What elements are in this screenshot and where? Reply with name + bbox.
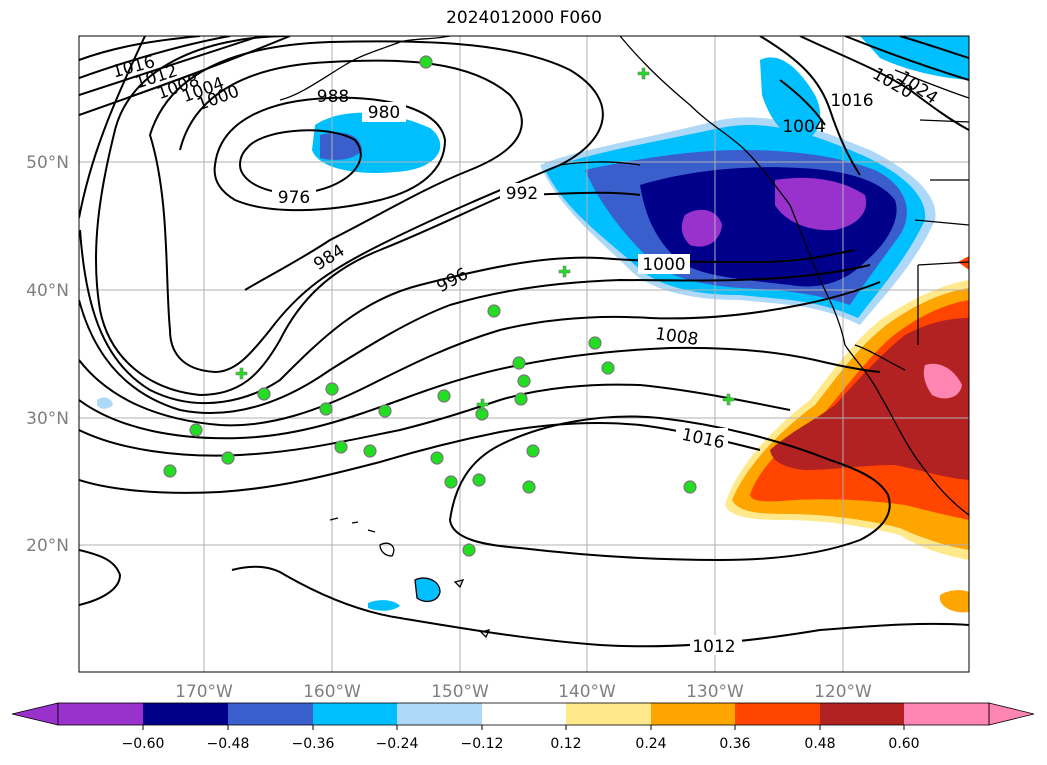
colorbar-tick-label: 0.36 [719, 736, 750, 752]
station-marker [378, 404, 392, 418]
colorbar-tick-label: −0.12 [461, 736, 504, 752]
colorbar-swatch [58, 703, 143, 725]
lat-label-30n: 30°N [26, 409, 69, 429]
station-marker [437, 389, 451, 403]
isobar-label-976: 976 [278, 188, 310, 208]
station-marker [334, 440, 348, 454]
station-marker [419, 55, 433, 69]
station-marker [588, 336, 602, 350]
colorbar-swatch [482, 703, 566, 725]
lon-label-120w: 120°W [814, 682, 872, 702]
colorbar-outline [57, 702, 990, 726]
anomaly-pink-sw [923, 363, 962, 399]
station-marker [257, 387, 271, 401]
colorbar-swatch [566, 703, 651, 725]
lat-label-20n: 20°N [26, 536, 69, 556]
anomaly-orange-se [940, 590, 969, 613]
map-background [79, 36, 969, 672]
station-marker [363, 444, 377, 458]
colorbar-tick-label: 0.48 [804, 736, 835, 752]
colorbar-swatch [397, 703, 482, 725]
colorbar-extend-low [11, 702, 59, 726]
station-marker [462, 543, 476, 557]
colorbar-tick-label: 0.24 [635, 736, 666, 752]
station-marker [514, 392, 528, 406]
station-plus-marker [558, 265, 571, 278]
colorbar-swatch [820, 703, 904, 725]
colorbar-swatch [904, 703, 989, 725]
station-marker [512, 356, 526, 370]
colorbar-tick-label: 0.60 [888, 736, 919, 752]
isobar-label-992: 992 [506, 184, 538, 204]
colorbar-tick-label: −0.24 [376, 736, 419, 752]
colorbar: −0.60 −0.48 −0.36 −0.24 −0.12 0.12 0.24 … [11, 702, 1035, 752]
colorbar-swatch [228, 703, 313, 725]
lat-label-50n: 50°N [26, 153, 69, 173]
colorbar-swatch [143, 703, 228, 725]
station-marker [487, 304, 501, 318]
isobar-label-980: 980 [368, 103, 400, 123]
isobar-label-1012: 1012 [692, 637, 735, 657]
lon-label-170w: 170°W [175, 682, 233, 702]
anomaly-blue-hawaii-2 [368, 600, 400, 611]
station-markers [163, 55, 735, 557]
colorbar-swatch [735, 703, 820, 725]
station-plus-marker [235, 367, 248, 380]
anomaly-blue-hawaii-1 [415, 578, 440, 602]
isobar-label-1004: 1004 [782, 117, 825, 137]
colorbar-extend-high [988, 702, 1035, 726]
lon-label-140w: 140°W [558, 682, 616, 702]
anomaly-blue-nw-corner [860, 36, 969, 80]
longitude-labels: 170°W 160°W 150°W 140°W 130°W 120°W [175, 682, 872, 702]
station-marker [163, 464, 177, 478]
station-plus-marker [476, 398, 489, 411]
anomaly-medblue-gulf [320, 132, 362, 160]
colorbar-swatch [651, 703, 735, 725]
station-marker [601, 361, 615, 375]
coastlines [279, 36, 969, 639]
station-marker [319, 402, 333, 416]
station-marker [444, 475, 458, 489]
isobar-lines [79, 36, 969, 648]
station-marker [325, 382, 339, 396]
station-marker [683, 480, 697, 494]
station-marker [189, 423, 203, 437]
colorbar-tick-label: −0.60 [122, 736, 165, 752]
isobar-label-1000: 1000 [642, 255, 685, 275]
map-title: 2024012000 F060 [446, 8, 602, 28]
anomaly-purple-ne-1 [681, 209, 722, 247]
station-plus-marker [637, 67, 650, 80]
lon-label-150w: 150°W [431, 682, 489, 702]
station-marker [221, 451, 235, 465]
station-marker [522, 480, 536, 494]
station-marker [430, 451, 444, 465]
lon-label-130w: 130°W [686, 682, 744, 702]
colorbar-tick-label: −0.36 [292, 736, 335, 752]
colorbar-tick-label: 0.12 [550, 736, 581, 752]
lat-label-40n: 40°N [26, 281, 69, 301]
station-marker [517, 374, 531, 388]
anomaly-darkred-sw [770, 318, 969, 480]
anomaly-blue-coast [760, 57, 821, 141]
station-plus-marker [722, 393, 735, 406]
anomaly-blue-west [97, 397, 113, 409]
isobar-label-988: 988 [317, 87, 349, 107]
lon-label-160w: 160°W [303, 682, 361, 702]
isobar-label-1016-ne: 1016 [830, 91, 873, 111]
colorbar-tick-label: −0.48 [207, 736, 250, 752]
anomaly-orange-ne-edge [958, 256, 969, 270]
station-marker [526, 444, 540, 458]
colorbar-swatch [313, 703, 397, 725]
latitude-labels: 50°N 40°N 30°N 20°N [26, 153, 69, 556]
station-marker [472, 473, 486, 487]
map-frame [78, 35, 970, 673]
